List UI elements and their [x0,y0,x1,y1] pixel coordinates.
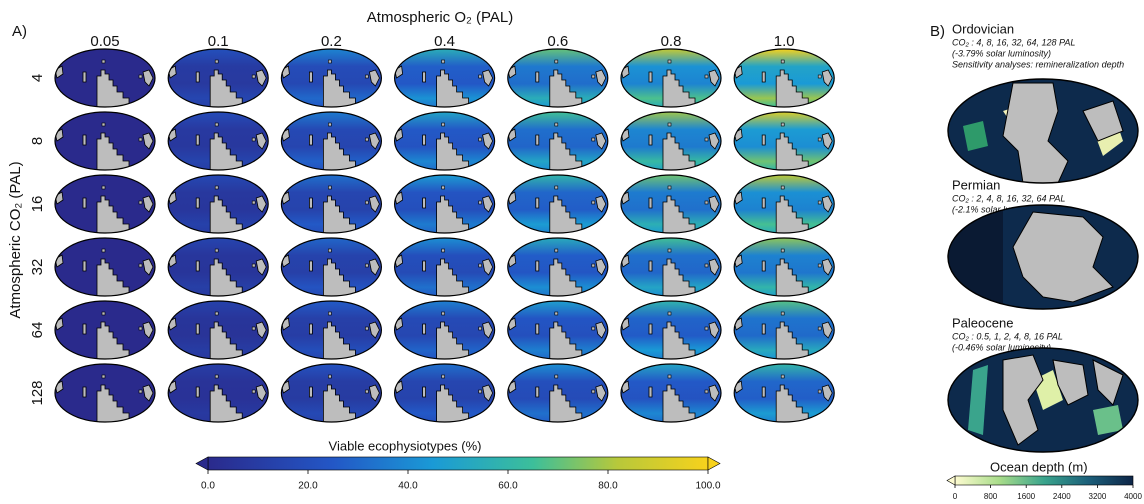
map [281,49,381,107]
map [281,175,381,233]
colorbar-tick-label: 60.0 [498,481,518,492]
map [734,49,834,107]
map-caption: CO₂ : 2, 4, 8, 16, 32, 64 PAL [952,193,1065,203]
map [508,238,608,296]
map [395,175,495,233]
map [168,238,268,296]
column-label: 0.6 [547,33,568,50]
colorbar-end [708,457,720,470]
colorbar-title: Viable ecophysiotypes (%) [329,438,482,453]
map-caption: Sensitivity analyses: remineralization d… [952,59,1124,69]
row-label: 128 [29,380,46,405]
colorbar [955,476,1133,485]
map [508,364,608,422]
map [734,112,834,170]
map-caption: CO₂ : 4, 8, 16, 32, 64, 128 PAL [952,37,1075,47]
map [948,79,1138,183]
map [621,49,721,107]
map [508,112,608,170]
colorbar-tick-label: 20.0 [298,481,318,492]
row-label: 8 [29,137,46,145]
map-title: Ordovician [952,21,1014,36]
row-label: 64 [29,322,46,339]
map [281,238,381,296]
map [621,301,721,359]
map [168,301,268,359]
map [734,364,834,422]
map [168,364,268,422]
column-label: 0.1 [208,33,229,50]
map [395,112,495,170]
map [395,364,495,422]
colorbar-tick-label: 80.0 [598,481,618,492]
map [168,49,268,107]
map-caption: CO₂ : 0.5, 1, 2, 4, 8, 16 PAL [952,331,1063,341]
map [734,175,834,233]
map-caption: (-3.79% solar luminosity) [952,48,1051,58]
column-label: 0.8 [661,33,682,50]
colorbar-end [196,457,208,470]
map [508,175,608,233]
map [621,364,721,422]
map [395,238,495,296]
panel-label: A) [12,23,27,40]
column-label: 0.05 [90,33,119,50]
y-axis-title: Atmospheric CO₂ (PAL) [7,161,24,318]
figure: A) Atmospheric O₂ (PAL) Atmospheric CO₂ … [0,0,1144,504]
map-title: Permian [952,177,1000,192]
map [734,301,834,359]
column-label: 0.2 [321,33,342,50]
colorbar-tick-label: 1600 [1017,492,1035,501]
colorbar-tick-label: 0.0 [201,481,215,492]
x-axis-title: Atmospheric O₂ (PAL) [367,9,513,26]
map [55,301,155,359]
map [168,112,268,170]
map [55,238,155,296]
map [395,301,495,359]
map [281,112,381,170]
colorbar [208,457,708,470]
colorbar-tick-label: 100.0 [695,481,720,492]
map [621,112,721,170]
map [55,364,155,422]
colorbar-tick-label: 4000 [1124,492,1142,501]
panel-label: B) [930,23,945,40]
row-label: 4 [29,74,46,82]
colorbar-title: Ocean depth (m) [990,459,1088,474]
map [621,238,721,296]
map [734,238,834,296]
map [948,205,1138,309]
map [168,175,268,233]
map [55,112,155,170]
map [55,49,155,107]
map [281,364,381,422]
colorbar-tick-label: 3200 [1089,492,1107,501]
map [508,301,608,359]
map-title: Paleocene [952,315,1013,330]
column-label: 1.0 [774,33,795,50]
map [281,301,381,359]
colorbar-end [947,476,955,485]
map [55,175,155,233]
colorbar-tick-label: 800 [984,492,998,501]
colorbar-tick-label: 2400 [1053,492,1071,501]
map [948,348,1138,452]
colorbar-tick-label: 0 [953,492,958,501]
colorbar-tick-label: 40.0 [398,481,418,492]
row-label: 16 [29,196,46,213]
map [395,49,495,107]
row-label: 32 [29,259,46,276]
map [621,175,721,233]
column-label: 0.4 [434,33,455,50]
map [508,49,608,107]
